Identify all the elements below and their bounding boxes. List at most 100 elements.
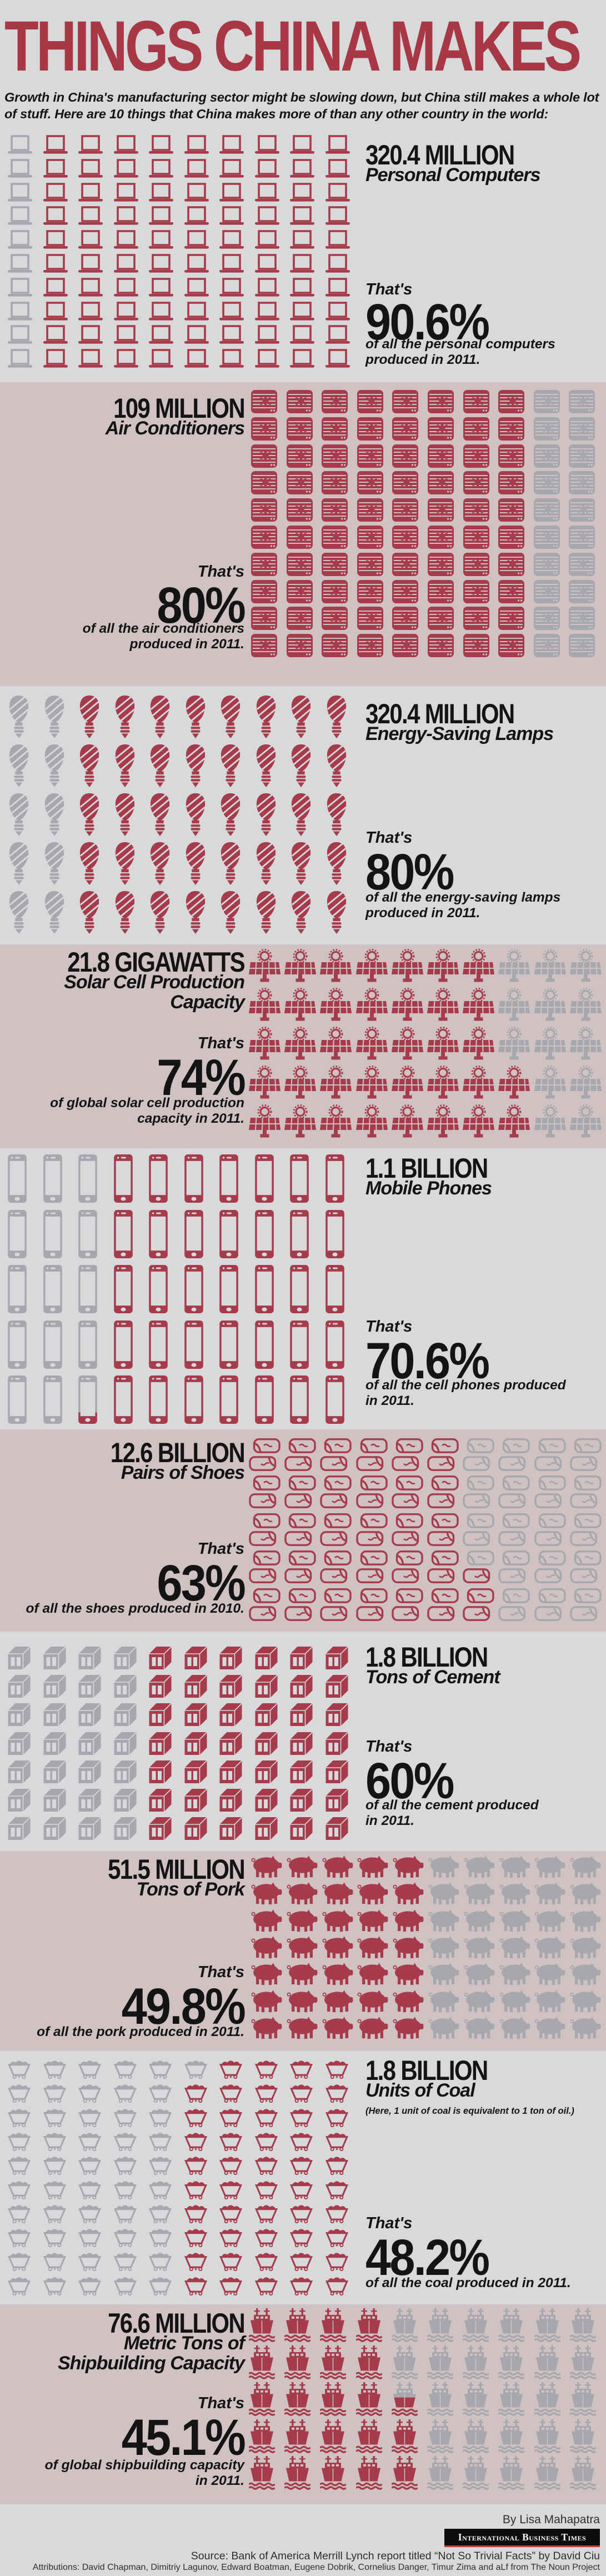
pig-icon [287,1963,318,1985]
pig-icon [393,1882,424,1905]
aircon-icon [287,471,313,494]
percent-value: 74% [157,1049,246,1106]
phone-icon [255,1375,274,1424]
pig-icon [570,1855,601,1878]
coal-icon [78,2058,101,2079]
aircon-icon [287,390,313,413]
ship-icon [284,2382,310,2416]
coal-icon [8,2250,31,2271]
pig-icon [428,1936,459,1959]
aircon-icon [463,580,489,603]
coal-icon [255,2203,278,2223]
cement-icon [114,1673,139,1698]
ship-icon [463,2308,489,2342]
caption: of all the energy-saving lamps produced … [365,890,561,921]
lamp-icon [43,890,66,934]
solar-icon [284,1026,316,1060]
solar-icon [249,987,281,1021]
coal-icon [149,2203,172,2223]
aircon-icon [534,498,560,522]
laptop-icon [184,183,209,202]
product-label: Tons of Cement [365,1667,500,1688]
coal-icon [290,2154,313,2175]
solar-icon [570,948,602,982]
coal-icon [290,2130,313,2151]
aircon-icon [428,444,454,468]
laptop-icon [255,159,279,178]
ship-icon [498,2345,524,2379]
phone-icon [114,1265,133,1313]
laptop-icon [114,302,138,321]
solar-icon [320,1103,352,1138]
percent-value: 60% [365,1753,454,1809]
laptop-icon [43,135,68,154]
pig-icon [287,1990,318,2013]
shoes-icon [392,1475,423,1508]
coal-icon [255,2058,278,2079]
laptop-icon [149,183,173,202]
shoes-icon [392,1588,423,1621]
laptop-icon [290,278,314,297]
pig-icon [464,1909,495,1932]
cement-icon [184,1730,209,1755]
aircon-icon [428,417,454,441]
product-label: Air Conditioners [105,418,245,439]
lamp-icon [43,792,66,837]
cement-icon [8,1730,33,1755]
coal-icon [184,2275,207,2295]
lamp-icon [184,792,207,837]
product-label: Tons of Pork [136,1879,245,1900]
laptop-icon [78,254,103,273]
aircon-icon [569,553,595,576]
ship-icon [249,2456,275,2490]
coal-icon [43,2130,66,2151]
laptop-icon [78,278,103,297]
cement-icon [219,1787,244,1812]
lamp-icon [78,743,101,788]
lamp-icon [325,743,348,788]
laptop-icon [114,206,138,225]
laptop-icon [78,159,103,178]
lamp-icon [325,694,348,739]
cement-icon [149,1730,174,1755]
solar-icon [320,1026,352,1060]
phone-icon [78,1375,97,1424]
shoes-icon [427,1438,459,1471]
cement-icon [184,1787,209,1812]
coal-icon [8,2203,31,2223]
laptop-icon [43,206,68,225]
aircon-icon [322,553,348,576]
aircon-icon [357,498,383,522]
cement-icon [290,1787,315,1812]
pig-icon [499,1936,530,1959]
pig-icon [322,1909,353,1932]
aircon-icon [534,417,560,441]
laptop-icon [114,230,138,249]
pig-icon [499,1882,530,1905]
phone-icon [149,1210,168,1258]
phone-icon [325,1154,344,1203]
solar-icon [356,1026,388,1060]
lamp-icon [149,743,171,788]
cement-icon [255,1701,280,1726]
lamp-icon [255,890,277,934]
coal-icon [8,2179,31,2199]
thats-label: That's [365,829,413,847]
pig-icon [570,2017,601,2039]
lamp-icon [290,890,312,934]
coal-icon [184,2203,207,2223]
coal-icon [255,2179,278,2199]
laptop-icon [219,325,244,344]
solar-icon [463,1103,494,1138]
solar-icon [356,1103,388,1138]
solar-icon [534,948,566,982]
international-business-times-logo: International Business Times [444,2529,600,2547]
phone-icon [184,1375,203,1424]
ship-icon [320,2456,346,2490]
laptop-icon [325,206,350,225]
aircon-icon [357,444,383,468]
cement-icon [43,1701,68,1726]
pig-icon [287,1936,318,1959]
coal-icon [325,2250,348,2271]
coal-icon [8,2275,31,2295]
